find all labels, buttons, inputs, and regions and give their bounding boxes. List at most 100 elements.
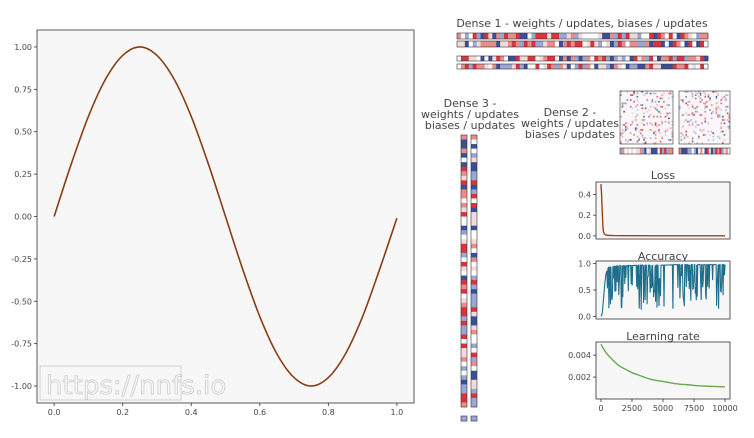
dense2-weight-cell — [620, 142, 622, 144]
dense3-weight-cell — [461, 184, 467, 190]
dense2-update-cell — [707, 94, 710, 96]
dense2-weight-cell — [636, 95, 639, 98]
dense1-bias-update-cell — [457, 64, 462, 69]
dense3-weight-cell — [461, 325, 467, 331]
dense1-weight-cell — [527, 33, 532, 39]
dense1-bias-update-cell — [629, 64, 634, 69]
dense3-weight-cell — [461, 280, 467, 285]
dense2-update-cell — [718, 115, 721, 118]
dense3-weight-cell — [461, 320, 467, 326]
dense2-bias-cell — [633, 148, 636, 154]
dense1-bias-cell — [676, 56, 681, 61]
dense3-weight-cell — [461, 271, 467, 276]
dense2-update-cell — [712, 139, 715, 141]
dense1-weight-cell — [531, 33, 536, 39]
dense2-weight-cell — [649, 129, 652, 131]
dense2-weight-cell — [653, 105, 655, 108]
dense2-weight-cell — [643, 124, 645, 126]
dense3-update-cell — [471, 212, 477, 217]
dense1-bias-update-cell — [617, 64, 623, 69]
y-tick-label: 0.0 — [578, 312, 591, 321]
dense2-update-cell — [691, 94, 694, 96]
watermark-frame — [39, 365, 182, 401]
dense1-bias-update-cell — [460, 64, 466, 69]
dense2-update-cell — [686, 104, 689, 106]
dense2-update-cell — [725, 94, 727, 96]
dense2-update-cell — [691, 137, 694, 140]
dense2-weight-cell — [643, 137, 645, 140]
dense2-bias-cell — [622, 148, 625, 154]
dense2-weight-cell — [669, 92, 672, 95]
dense2-bias-cell — [646, 148, 650, 154]
dense1-weight-cell — [641, 33, 646, 39]
dense2-weight-cell — [620, 115, 622, 118]
dense2-update-cell — [704, 119, 707, 121]
dense2-update-cell — [698, 137, 700, 140]
dense2-update-cell — [696, 110, 699, 113]
dense2-weight-cell — [656, 109, 659, 111]
dense2-bias-cell — [661, 148, 665, 154]
dense1-update-cell — [531, 41, 536, 47]
dense2-update-cell — [722, 130, 724, 133]
dense1-update-cell — [515, 41, 521, 47]
dense1-weight-cell — [457, 33, 462, 39]
dense1-weight-cell — [484, 33, 489, 39]
dense2-weight-cell — [649, 137, 652, 140]
dense1-bias-cell — [668, 56, 674, 61]
dense2-weight-cell — [636, 99, 639, 101]
dense1-bias-update-cell — [547, 64, 552, 69]
dense3-weight-cell — [461, 402, 467, 408]
dense3-update-cell — [471, 307, 477, 313]
dense2-bias-cell — [644, 148, 647, 154]
dense2-update-cell — [717, 135, 719, 138]
dense2-weight-cell — [643, 142, 645, 144]
dense2-bias-update-cell — [715, 148, 718, 154]
dense2-weight-cell — [624, 127, 627, 130]
loss-plot-area — [595, 181, 731, 240]
dense1-bias-update-cell — [562, 64, 568, 69]
dense2-update-cell — [679, 107, 681, 110]
dense3-weight-cell — [461, 352, 467, 358]
dense1-weight-updates-strip — [456, 40, 709, 48]
dense1-bias-update-cell — [621, 64, 626, 69]
dense2-update-cell — [696, 124, 699, 126]
dense2-update-cell — [693, 130, 695, 133]
dense2-update-cell — [702, 129, 705, 131]
y-tick-label: -1.00 — [11, 382, 32, 391]
dense1-update-cell — [586, 41, 591, 47]
dense2-update-cell — [685, 134, 687, 136]
dense2-update-cell — [718, 137, 721, 140]
dense2-weight-cell — [641, 91, 644, 93]
dense2-weight-frame — [619, 90, 674, 145]
dense2-update-cell — [706, 100, 708, 103]
dense3-weight-cell — [461, 397, 467, 403]
dense1-bias-cell — [578, 56, 583, 61]
dense3-weight-cell — [461, 207, 467, 213]
dense2-update-cell — [701, 122, 703, 125]
dense1-bias-cell — [511, 56, 517, 61]
dense3-weight-cell — [461, 370, 467, 376]
dense2-weight-cell — [636, 91, 639, 93]
dense2-weight-cell — [654, 137, 657, 140]
dense2-bias-cell — [666, 148, 669, 154]
sine-chart: 1.00 0.75 0.50 0.25 0.00 -0.25 -0.50 -0.75 -1.00… — [11, 29, 415, 417]
dense2-update-cell — [712, 135, 715, 138]
dense2-bias-update-cell — [723, 148, 727, 154]
dense1-bias-cell — [657, 56, 662, 61]
dense1-bias-cell — [700, 56, 705, 61]
dense3-weight-cell — [461, 175, 467, 181]
dense2-weight-cell — [634, 119, 637, 121]
dense2-weight-cell — [636, 104, 639, 106]
dense3-weight-cell — [461, 298, 467, 304]
dense2-update-cell — [704, 104, 707, 106]
dense2-update-cell — [701, 130, 703, 133]
dense2-update-cell — [709, 109, 711, 111]
accuracy-y-axis: 1.0 0.5 0.0 — [578, 260, 596, 321]
dense3-update-cell — [471, 352, 477, 358]
dense1-bias-cell — [492, 56, 497, 61]
y-tick-label: 0.25 — [14, 170, 32, 179]
dense1-bias-cell — [566, 56, 572, 61]
dense3-weight-cell — [461, 379, 467, 385]
dense2-weight-cell — [644, 92, 647, 95]
dense2-weight-cell — [638, 130, 640, 133]
